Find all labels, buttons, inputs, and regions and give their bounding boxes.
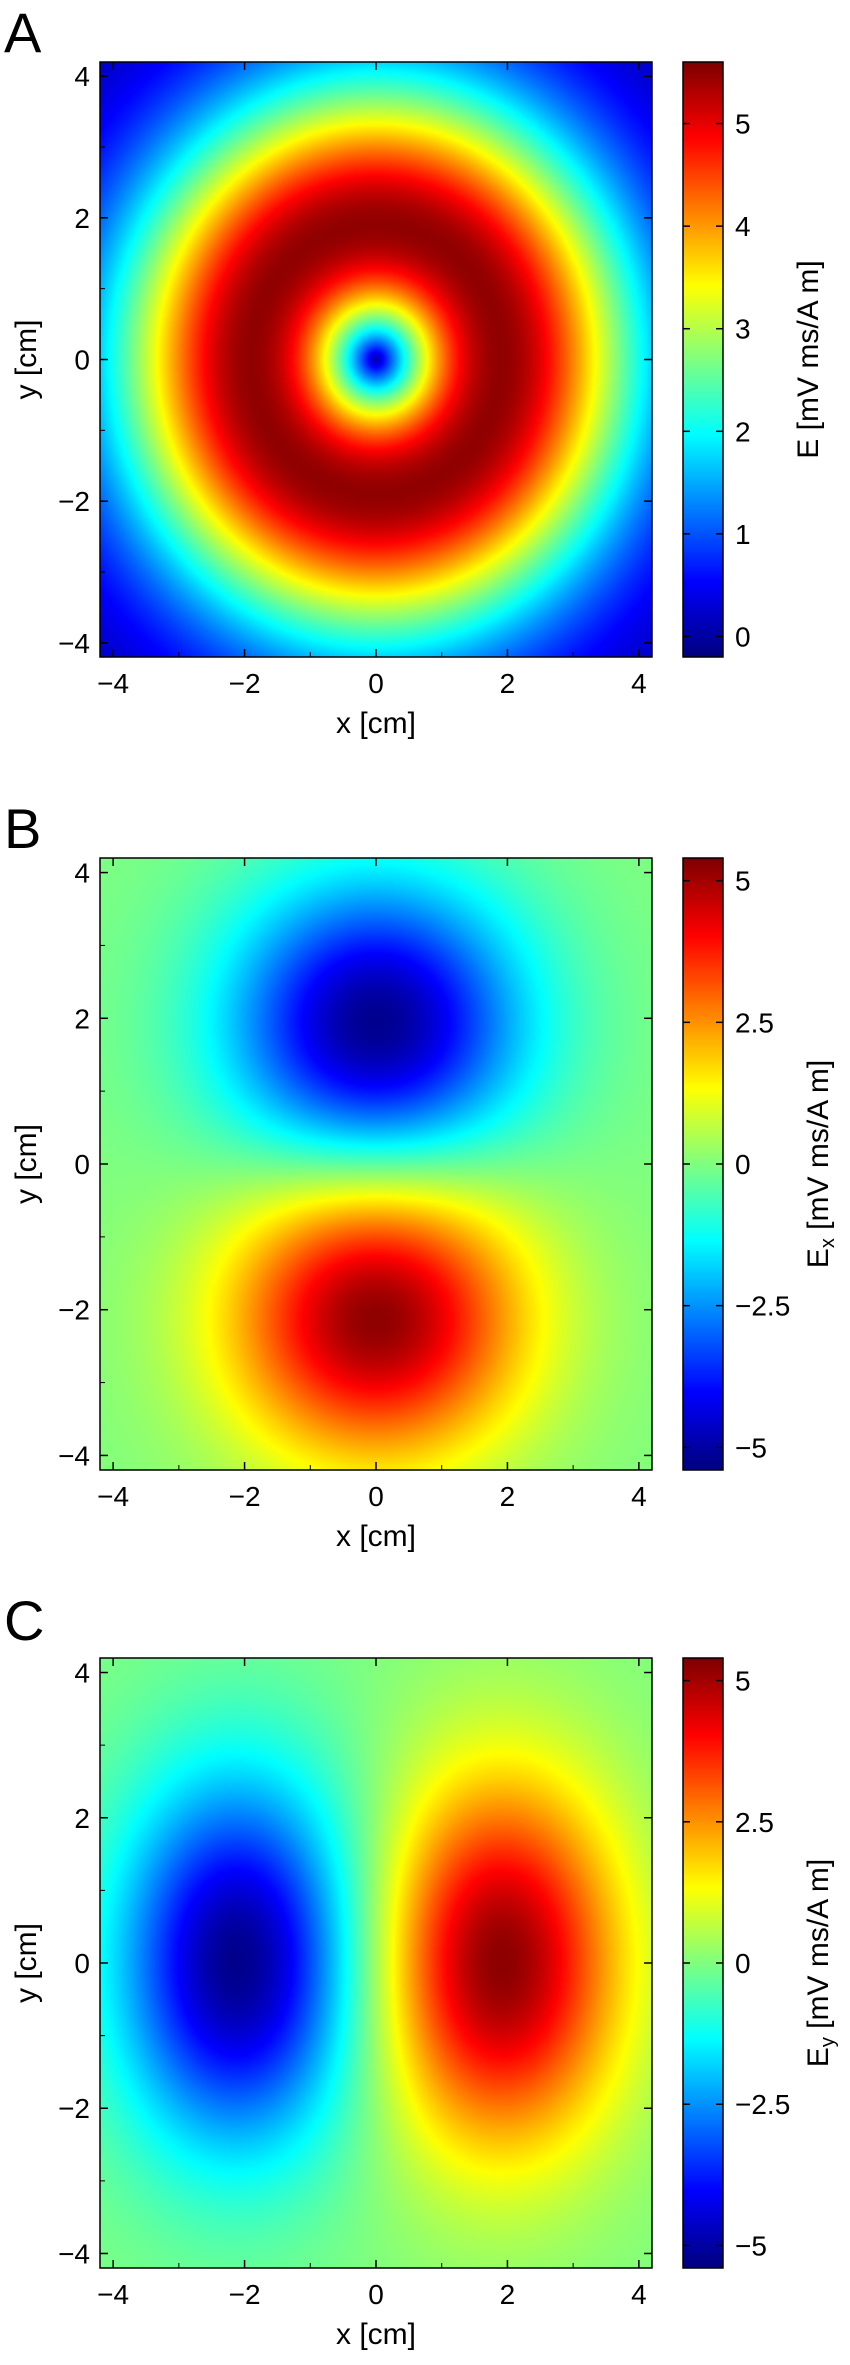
x-tick-label: 2 (500, 1481, 516, 1512)
y-tick-label: −4 (58, 1440, 90, 1471)
y-tick-label: 4 (74, 1658, 90, 1689)
panel-label-a: A (4, 1, 42, 64)
y-tick-label: 0 (74, 345, 90, 376)
x-axis-label-c: x [cm] (336, 2318, 416, 2351)
y-tick-label: 2 (74, 1803, 90, 1834)
colorbar-tick-label: 1 (735, 519, 751, 550)
x-axis-label-b: x [cm] (336, 1520, 416, 1553)
colorbar-label-a: E [mV ms/A m] (792, 260, 825, 458)
colorbar-tick-label: 4 (735, 211, 751, 242)
y-tick-label: 2 (74, 1003, 90, 1034)
colorbar-label-b: Ex [mV ms/A m] (802, 1060, 839, 1268)
colorbar-frame-a (682, 61, 724, 658)
figure-panel-b: B −4 −2 0 2 4 −4 −2 0 2 4 x [cm] y [cm] −5 −2.5 0 2.5 5 Ex… (0, 790, 850, 1580)
colorbar-tick-label: 5 (735, 866, 751, 897)
colorbar-tick-label: −2.5 (735, 1291, 790, 1322)
y-axis-label-b: y [cm] (10, 1124, 43, 1204)
colorbar-tick-label: 0 (735, 1948, 751, 1979)
x-tick-label: 4 (631, 2279, 647, 2310)
y-axis-label-a: y [cm] (10, 320, 43, 400)
y-tick-label: 0 (74, 1948, 90, 1979)
colorbar-tick-label: 2.5 (735, 1007, 774, 1038)
y-tick-label: 2 (74, 203, 90, 234)
panel-a-chart: A −4 −2 0 2 4 −4 −2 0 2 4 x [cm] y [cm] 0 1 2 3 4 5 E [mV m… (4, 1, 825, 740)
colorbar-tick-label: 0 (735, 621, 751, 652)
colorbar-tick-label: 5 (735, 109, 751, 140)
colorbar-tick-label: −5 (735, 2230, 767, 2261)
x-tick-label: 2 (500, 2279, 516, 2310)
figure-panel-c: C −4 −2 0 2 4 −4 −2 0 2 4 x [cm] y [cm] −5 −2.5 0 2.5 5 Ey… (0, 1580, 850, 2365)
y-tick-label: −2 (58, 486, 90, 517)
y-tick-label: −4 (58, 628, 90, 659)
y-tick-label: −2 (58, 2093, 90, 2124)
x-axis-label-a: x [cm] (336, 707, 416, 740)
figure-panel-a: A −4 −2 0 2 4 −4 −2 0 2 4 x [cm] y [cm] 0 1 2 3 4 5 E [mV m… (0, 0, 850, 790)
colorbar-tick-label: −2.5 (735, 2089, 790, 2120)
x-tick-label: −4 (97, 668, 129, 699)
y-tick-label: −2 (58, 1295, 90, 1326)
panel-b-chart: B −4 −2 0 2 4 −4 −2 0 2 4 x [cm] y [cm] −5 −2.5 0 2.5 5 Ex… (4, 797, 839, 1553)
x-tick-label: −4 (97, 2279, 129, 2310)
panel-label-b: B (4, 797, 41, 860)
x-tick-label: 4 (631, 668, 647, 699)
colorbar-tick-label: 5 (735, 1666, 751, 1697)
colorbar-tick-label: 3 (735, 314, 751, 345)
y-tick-label: −4 (58, 2238, 90, 2269)
colorbar-a (683, 62, 723, 657)
heatmap-b (100, 858, 652, 1470)
x-tick-label: 2 (500, 668, 516, 699)
colorbar-tick-label: 2.5 (735, 1807, 774, 1838)
x-tick-label: −4 (97, 1481, 129, 1512)
x-tick-label: −2 (229, 2279, 261, 2310)
colorbar-tick-label: 2 (735, 416, 751, 447)
panel-c-chart: C −4 −2 0 2 4 −4 −2 0 2 4 x [cm] y [cm] −5 −2.5 0 2.5 5 Ey… (4, 1589, 839, 2351)
panel-label-c: C (4, 1589, 44, 1652)
heatmap-a (100, 62, 652, 657)
x-tick-label: 4 (631, 1481, 647, 1512)
x-tick-label: 0 (368, 2279, 384, 2310)
y-tick-label: 4 (74, 61, 90, 92)
colorbar-tick-label: −5 (735, 1432, 767, 1463)
colorbar-tick-label: 0 (735, 1149, 751, 1180)
x-tick-label: 0 (368, 668, 384, 699)
colorbar-label-c: Ey [mV ms/A m] (802, 1859, 839, 2067)
x-tick-label: 0 (368, 1481, 384, 1512)
y-tick-label: 4 (74, 858, 90, 889)
y-axis-label-c: y [cm] (10, 1923, 43, 2003)
x-tick-label: −2 (229, 1481, 261, 1512)
heatmap-c (100, 1658, 652, 2268)
y-tick-label: 0 (74, 1149, 90, 1180)
x-tick-label: −2 (229, 668, 261, 699)
